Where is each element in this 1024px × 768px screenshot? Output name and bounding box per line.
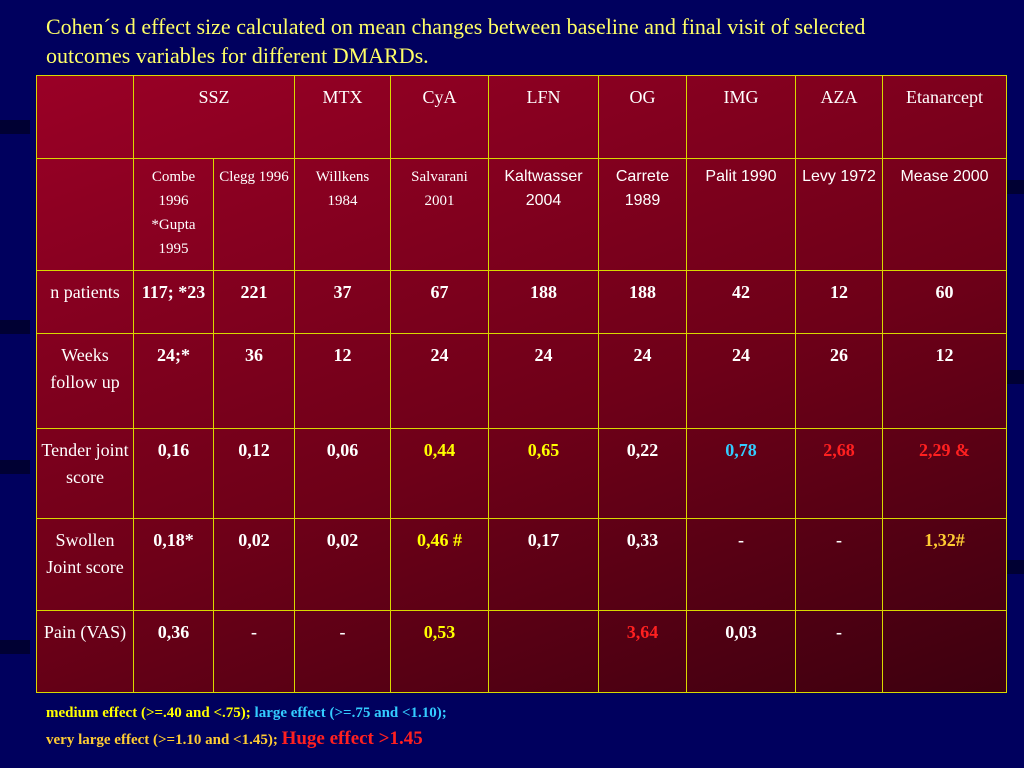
effect-table: SSZ MTX CyA LFN OG IMG AZA Etanarcept Combe 1996… (36, 75, 1007, 693)
value-cell: 1,32# (882, 518, 1007, 611)
value-cell: 12 (294, 333, 391, 429)
value-cell: 0,44 (390, 428, 489, 519)
value-cell: 117; *23 (133, 270, 214, 334)
decor-stripe (0, 640, 30, 654)
value-cell: 0,65 (488, 428, 599, 519)
value-cell: 0,06 (294, 428, 391, 519)
drug-header: CyA (390, 75, 489, 159)
value-cell: 24 (390, 333, 489, 429)
value-cell: - (795, 518, 883, 611)
value-cell: 0,03 (686, 610, 796, 693)
legend-line: very large effect (>=1.10 and <1.45); Hu… (46, 726, 447, 753)
empty-cell (882, 610, 1007, 693)
value-cell: 26 (795, 333, 883, 429)
value-cell: 0,12 (213, 428, 295, 519)
value-cell: 0,33 (598, 518, 687, 611)
value-cell: 0,17 (488, 518, 599, 611)
value-cell: 0,02 (213, 518, 295, 611)
value-cell: 0,22 (598, 428, 687, 519)
decor-stripe (1006, 370, 1024, 384)
value-cell: 24 (686, 333, 796, 429)
value-cell: - (795, 610, 883, 693)
value-cell: 0,18* (133, 518, 214, 611)
data-row: Weeks follow up 24;* 36 12 24 24 24 24 26 12 (36, 333, 1007, 429)
value-cell: 0,53 (390, 610, 489, 693)
value-cell: 60 (882, 270, 1007, 334)
legend: medium effect (>=.40 and <.75); large ef… (46, 700, 447, 753)
decor-stripe (0, 460, 30, 474)
value-cell: 24 (598, 333, 687, 429)
decor-stripe (1006, 560, 1024, 574)
drug-header: SSZ (133, 75, 295, 159)
drug-header: Etanarcept (882, 75, 1007, 159)
slide-title: Cohen´s d effect size calculated on mean… (46, 14, 866, 68)
value-cell: 42 (686, 270, 796, 334)
row-label: n patients (36, 270, 134, 334)
value-cell: 24;* (133, 333, 214, 429)
value-cell: 3,64 (598, 610, 687, 693)
value-cell: 24 (488, 333, 599, 429)
value-cell: 0,16 (133, 428, 214, 519)
study-row: Combe 1996 *Gupta 1995 Clegg 1996 Willkens… (36, 158, 1007, 271)
decor-stripe (1006, 180, 1024, 194)
study-cell: Kaltwasser 2004 (488, 158, 599, 271)
value-cell: 12 (795, 270, 883, 334)
value-cell: 37 (294, 270, 391, 334)
value-cell: 2,29 & (882, 428, 1007, 519)
decor-stripe (0, 120, 30, 134)
drug-header: IMG (686, 75, 796, 159)
row-label: Weeks follow up (36, 333, 134, 429)
row-label: Swollen Joint score (36, 518, 134, 611)
value-cell: 0,36 (133, 610, 214, 693)
value-cell: 0,02 (294, 518, 391, 611)
corner-cell (36, 158, 134, 271)
data-row: Swollen Joint score 0,18* 0,02 0,02 0,46 #0,… (36, 518, 1007, 611)
legend-line: medium effect (>=.40 and <.75); large ef… (46, 700, 447, 726)
value-cell: - (686, 518, 796, 611)
study-cell: Clegg 1996 (213, 158, 295, 271)
study-cell: Combe 1996 *Gupta 1995 (133, 158, 214, 271)
study-cell: Levy 1972 (795, 158, 883, 271)
corner-cell (36, 75, 134, 159)
value-cell: - (213, 610, 295, 693)
legend-item: large effect (>=.75 and <1.10); (254, 705, 447, 721)
value-cell: - (294, 610, 391, 693)
study-cell: Willkens 1984 (294, 158, 391, 271)
value-cell: 221 (213, 270, 295, 334)
legend-item: very large effect (>=1.10 and <1.45); (46, 732, 278, 748)
study-cell: Salvarani 2001 (390, 158, 489, 271)
study-cell: Mease 2000 (882, 158, 1007, 271)
drug-header: LFN (488, 75, 599, 159)
value-cell: 2,68 (795, 428, 883, 519)
value-cell: 188 (598, 270, 687, 334)
data-row: Pain (VAS) 0,36- -0,53 3,64 0,03- (36, 610, 1007, 693)
legend-item: medium effect (>=.40 and <.75); (46, 705, 251, 721)
value-cell: 188 (488, 270, 599, 334)
decor-stripe (0, 320, 30, 334)
data-row: Tender joint score 0,16 0,12 0,06 0,44 0,65 0,… (36, 428, 1007, 519)
drug-header: OG (598, 75, 687, 159)
value-cell: 0,46 # (390, 518, 489, 611)
header-row: SSZ MTX CyA LFN OG IMG AZA Etanarcept (36, 75, 1007, 159)
empty-cell (488, 610, 599, 693)
drug-header: MTX (294, 75, 391, 159)
study-cell: Palit 1990 (686, 158, 796, 271)
row-label: Tender joint score (36, 428, 134, 519)
legend-item: Huge effect >1.45 (281, 728, 423, 749)
study-cell: Carrete 1989 (598, 158, 687, 271)
value-cell: 36 (213, 333, 295, 429)
value-cell: 67 (390, 270, 489, 334)
data-row: n patients 117; *23 221 37 67 188 188 42 12 60 (36, 270, 1007, 334)
drug-header: AZA (795, 75, 883, 159)
row-label: Pain (VAS) (36, 610, 134, 693)
value-cell: 12 (882, 333, 1007, 429)
value-cell: 0,78 (686, 428, 796, 519)
